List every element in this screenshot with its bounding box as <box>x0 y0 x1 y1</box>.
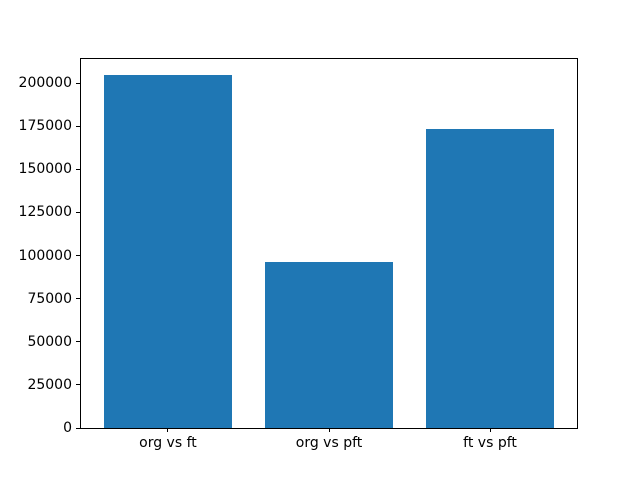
x-tick-label: org vs pft <box>295 435 363 451</box>
y-tick <box>76 384 80 386</box>
y-tick <box>76 341 80 343</box>
y-tick-label: 25000 <box>27 376 72 393</box>
y-tick <box>76 82 80 84</box>
y-tick-label: 50000 <box>27 333 72 350</box>
x-tick-label: org vs ft <box>139 435 197 451</box>
y-tick <box>76 298 80 300</box>
bar <box>264 262 394 428</box>
x-tick <box>167 428 169 432</box>
y-tick <box>76 211 80 213</box>
y-tick-label: 100000 <box>18 247 72 264</box>
y-tick-label: 75000 <box>27 290 72 307</box>
y-tick-label: 150000 <box>18 161 72 178</box>
y-tick-label: 175000 <box>18 118 72 135</box>
y-tick-label: 200000 <box>18 75 72 92</box>
y-tick <box>76 168 80 170</box>
y-tick <box>76 255 80 257</box>
bar <box>425 128 555 428</box>
y-tick-label: 125000 <box>18 204 72 221</box>
y-tick <box>76 125 80 127</box>
x-tick <box>328 428 330 432</box>
y-tick-label: 0 <box>63 420 72 436</box>
x-tick <box>489 428 491 432</box>
axes: 0 25000 50000 75000 100000 125000 150000 175000… <box>19 58 578 450</box>
bar <box>103 75 233 428</box>
x-tick-label: ft vs pft <box>463 435 517 451</box>
y-tick <box>76 427 80 429</box>
